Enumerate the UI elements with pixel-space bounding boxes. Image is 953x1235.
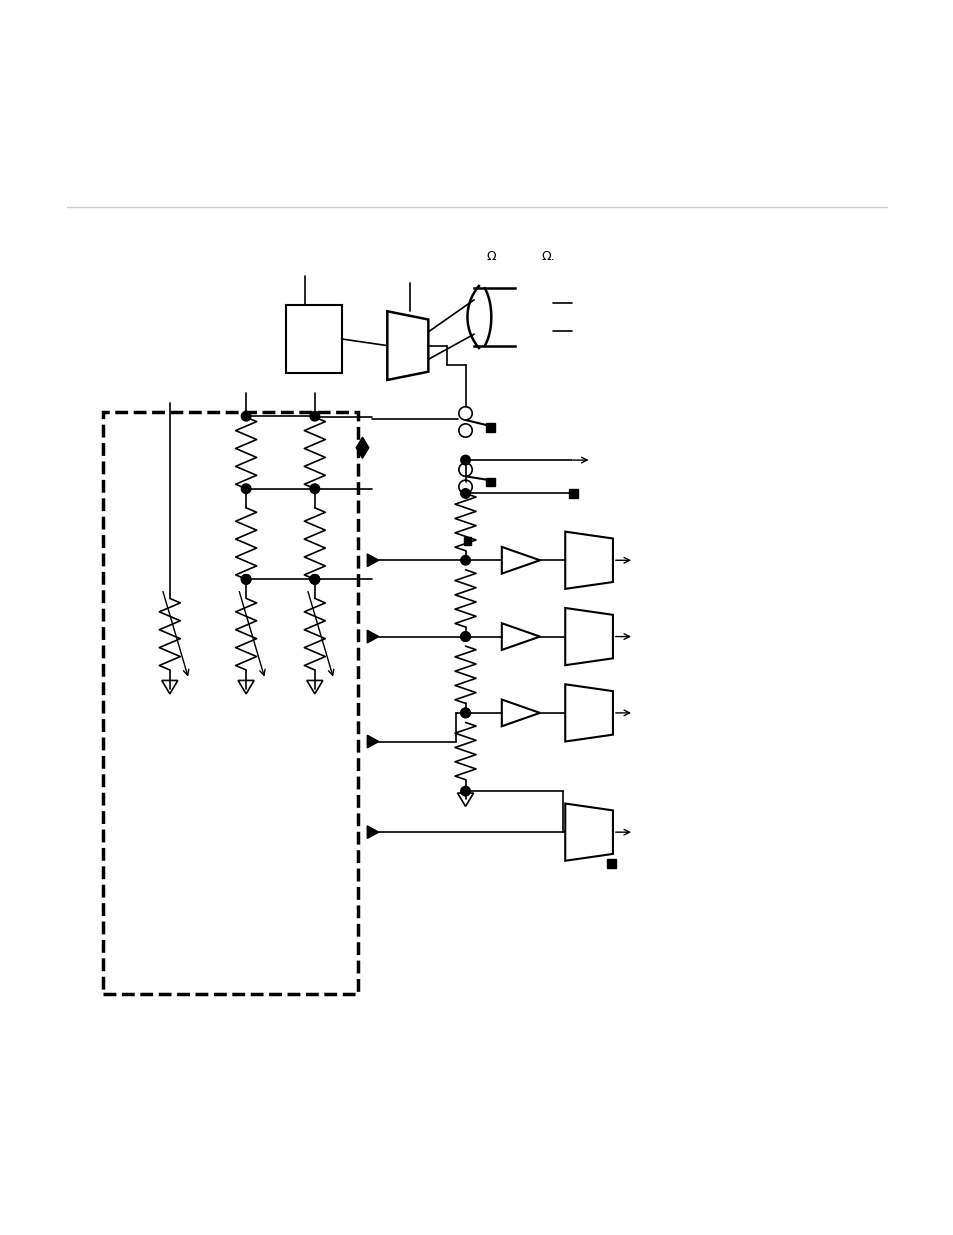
Circle shape [241, 484, 251, 494]
Bar [286, 305, 341, 373]
Circle shape [460, 708, 470, 718]
Bar [103, 412, 357, 994]
Circle shape [460, 456, 470, 464]
Polygon shape [367, 826, 378, 839]
Circle shape [310, 574, 319, 584]
Circle shape [460, 556, 470, 566]
Circle shape [241, 574, 251, 584]
Bar [486, 478, 495, 487]
Circle shape [241, 411, 251, 421]
Polygon shape [367, 630, 378, 643]
Polygon shape [367, 555, 378, 567]
Circle shape [241, 574, 251, 584]
Text: Ω: Ω [486, 251, 496, 263]
Circle shape [460, 489, 470, 498]
Bar [486, 424, 495, 432]
Circle shape [460, 787, 470, 795]
Polygon shape [367, 735, 378, 748]
Circle shape [460, 632, 470, 641]
Circle shape [310, 484, 319, 494]
Text: Ω.: Ω. [541, 251, 555, 263]
Circle shape [460, 632, 470, 641]
Bar [568, 489, 577, 498]
Circle shape [460, 708, 470, 718]
Circle shape [310, 411, 319, 421]
Bar [463, 537, 471, 545]
Circle shape [310, 574, 319, 584]
Polygon shape [355, 437, 369, 458]
Bar [607, 860, 616, 868]
